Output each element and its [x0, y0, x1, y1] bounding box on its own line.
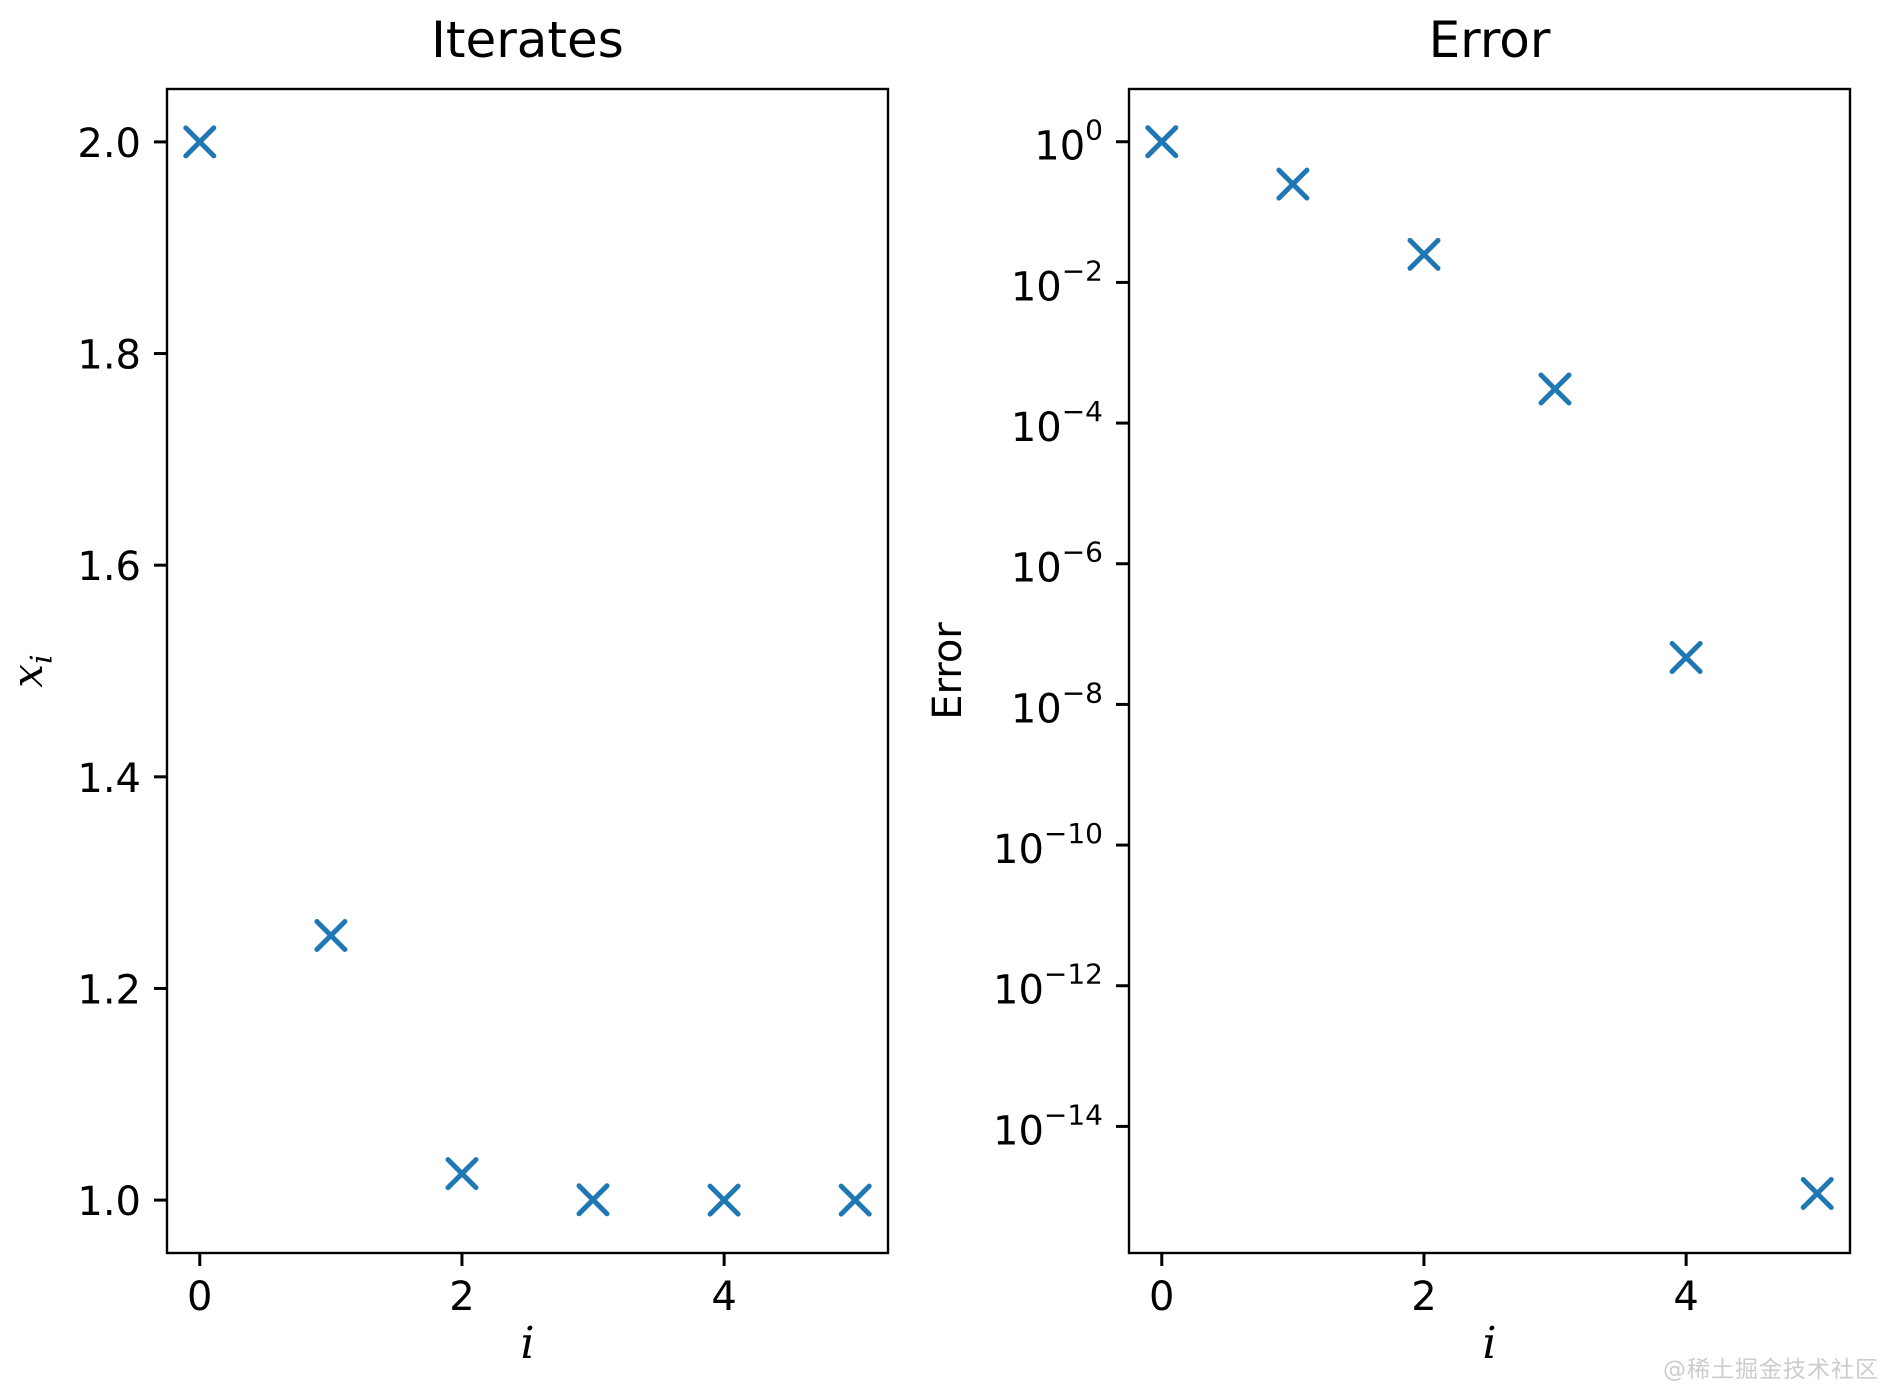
y-tick-label: 1.2 — [77, 967, 141, 1013]
data-point-marker — [1800, 1177, 1834, 1210]
y-tick-label: 1.6 — [77, 544, 141, 590]
y-tick-label: 1.0 — [77, 1179, 141, 1225]
x-tick-label: 0 — [187, 1274, 212, 1320]
data-point-marker — [1407, 237, 1441, 271]
y-tick-label: 10−6 — [1011, 536, 1103, 592]
right-y-axis-label-text: Error — [925, 622, 971, 720]
x-tick-label: 0 — [1149, 1274, 1174, 1320]
right-x-axis-label: i — [1482, 1318, 1497, 1369]
axes-spines — [1127, 87, 1852, 1255]
data-point-marker — [314, 919, 348, 952]
ylabel-base: x — [2, 664, 52, 688]
data-point-marker — [576, 1183, 610, 1217]
y-tick-label: 10−12 — [993, 958, 1103, 1014]
data-point-marker — [1276, 167, 1310, 201]
y-tick-label: 1.4 — [77, 756, 141, 802]
y-tick-label: 100 — [1034, 114, 1103, 170]
subplot-title-error: Error — [1428, 11, 1551, 69]
ylabel-subscript: i — [24, 654, 60, 664]
axes-spines — [165, 87, 890, 1255]
y-tick-label: 10−2 — [1011, 254, 1103, 310]
left-y-axis-label: xi — [0, 541, 161, 801]
data-point-marker — [445, 1157, 479, 1191]
x-tick-label: 4 — [711, 1274, 736, 1320]
y-tick-label: 10−14 — [993, 1098, 1103, 1154]
data-point-marker — [1145, 125, 1179, 159]
y-tick-label: 10−4 — [1011, 395, 1103, 451]
x-tick-label: 4 — [1673, 1274, 1698, 1320]
data-point-marker — [1669, 641, 1703, 674]
x-tick-label: 2 — [1411, 1274, 1436, 1320]
left-x-axis-label: i — [520, 1318, 535, 1369]
data-point-marker — [707, 1183, 741, 1217]
subplot-title-iterates: Iterates — [431, 11, 624, 69]
x-tick-label: 2 — [449, 1274, 474, 1320]
y-tick-label: 2.0 — [77, 121, 141, 167]
left-y-axis-label-text: xi — [3, 654, 59, 687]
right-y-axis-label: Error — [818, 541, 1078, 801]
data-point-marker — [838, 1183, 872, 1217]
y-tick-label: 10−10 — [993, 817, 1103, 873]
data-point-marker — [1538, 372, 1572, 406]
data-point-marker — [183, 125, 217, 159]
y-tick-label: 10−8 — [1011, 676, 1103, 732]
watermark: @稀土掘金技术社区 — [1663, 1357, 1879, 1383]
y-tick-label: 1.8 — [77, 333, 141, 379]
